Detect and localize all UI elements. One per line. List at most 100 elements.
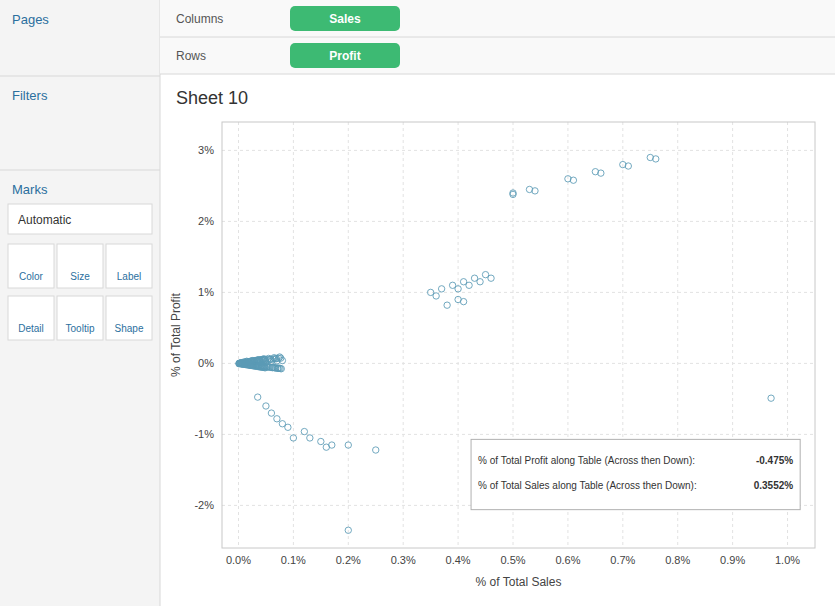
y-tick-label: -2% [194,499,214,511]
scatter-point [285,424,291,430]
mark-button-label: Shape [115,323,144,334]
plot-frame [222,122,815,548]
grid-line [348,122,349,548]
x-tick-label: 0.9% [720,554,745,566]
tooltip-text: % of Total Sales along Table (Across the… [478,480,697,491]
x-tick-label: 0.8% [665,554,690,566]
grid-line [222,221,815,222]
scatter-point [345,442,351,448]
grid-line [222,292,815,293]
grid-line [458,122,459,548]
scatter-point [278,355,284,361]
sidebar-heading: Filters [12,88,48,103]
scatter-point [466,282,472,288]
mark-button-label: Label [117,271,141,282]
mark-button[interactable] [8,296,54,340]
separator [0,76,160,77]
x-tick-label: 0.6% [555,554,580,566]
sidebar-heading: Marks [12,182,48,197]
plot-background [222,122,815,548]
scatter-point [653,156,659,162]
scatter-point [262,365,268,371]
shelf-label: Rows [176,49,206,63]
scatter-point [254,394,260,400]
scatter-point [488,275,494,281]
y-tick-label: 0% [198,357,214,369]
scatter-point [477,279,483,285]
header-divider [160,74,835,75]
scatter-point [345,527,351,533]
tooltip: % of Total Profit along Table (Across th… [471,439,800,509]
grid-line [293,122,294,548]
tooltip-text: % of Total Profit along Table (Across th… [478,455,695,466]
mark-button-label: Detail [18,323,44,334]
x-tick-label: 0.7% [610,554,635,566]
mark-button[interactable] [57,296,103,340]
pill-label: Profit [329,49,360,63]
scatter-point [274,416,280,422]
scatter-point [768,395,774,401]
mark-button-label: Color [19,271,44,282]
scatter-point [290,435,296,441]
y-axis-label: % of Total Profit [169,292,183,376]
scatter-point [301,428,307,434]
mark-button[interactable] [106,296,152,340]
grid-line [403,122,404,548]
sidebar [0,0,160,606]
dropdown[interactable] [8,204,152,234]
pill[interactable] [290,43,400,68]
scatter-point [438,286,444,292]
x-tick-label: 0.1% [281,554,306,566]
mark-button[interactable] [57,244,103,288]
scatter-point [307,435,313,441]
y-tick-label: -1% [194,428,214,440]
scatter-point [570,177,576,183]
scatter-point [532,188,538,194]
sidebar-border [160,0,161,606]
grid-line [222,363,815,364]
scatter-point [460,298,466,304]
scatter-point [598,170,604,176]
scatter-point [318,438,324,444]
tooltip-box [471,439,800,509]
shelf-label: Columns [176,12,223,26]
y-tick-label: 2% [198,215,214,227]
x-tick-label: 0.4% [446,554,471,566]
scatter-point [625,163,631,169]
grid [222,122,815,548]
sidebar-heading: Pages [12,12,49,27]
dropdown-label: Automatic [18,213,71,227]
x-tick-label: 0.2% [336,554,361,566]
scatter-point [373,447,379,453]
x-tick-label: 0.5% [500,554,525,566]
scatter-point [263,403,269,409]
header [160,0,835,74]
grid-line [238,122,239,548]
chart-title: Sheet 10 [176,88,248,108]
scatter-point [268,410,274,416]
page: Pages Filters Marks Automatic Color Size Label… [0,0,835,606]
y-tick-label: 3% [198,144,214,156]
scatter-point [444,302,450,308]
mark-button-label: Size [70,271,90,282]
tooltip-value: 0.3552% [754,480,794,491]
x-tick-label: 1.0% [775,554,800,566]
pill[interactable] [290,6,400,31]
scatter-point [276,365,282,371]
x-tick-label: 0.3% [391,554,416,566]
separator [0,170,160,171]
grid-line [222,150,815,151]
mark-button[interactable] [8,244,54,288]
scatter-point [329,442,335,448]
x-tick-label: 0.0% [226,554,251,566]
scatter-point [433,293,439,299]
scatter-point [510,191,516,197]
scatter-point [455,286,461,292]
y-tick-label: 1% [198,286,214,298]
mark-button[interactable] [106,244,152,288]
header-divider [160,37,835,38]
tooltip-value: -0.475% [756,455,793,466]
mark-button-label: Tooltip [66,323,95,334]
x-axis-label: % of Total Sales [476,575,562,589]
pill-label: Sales [329,12,361,26]
